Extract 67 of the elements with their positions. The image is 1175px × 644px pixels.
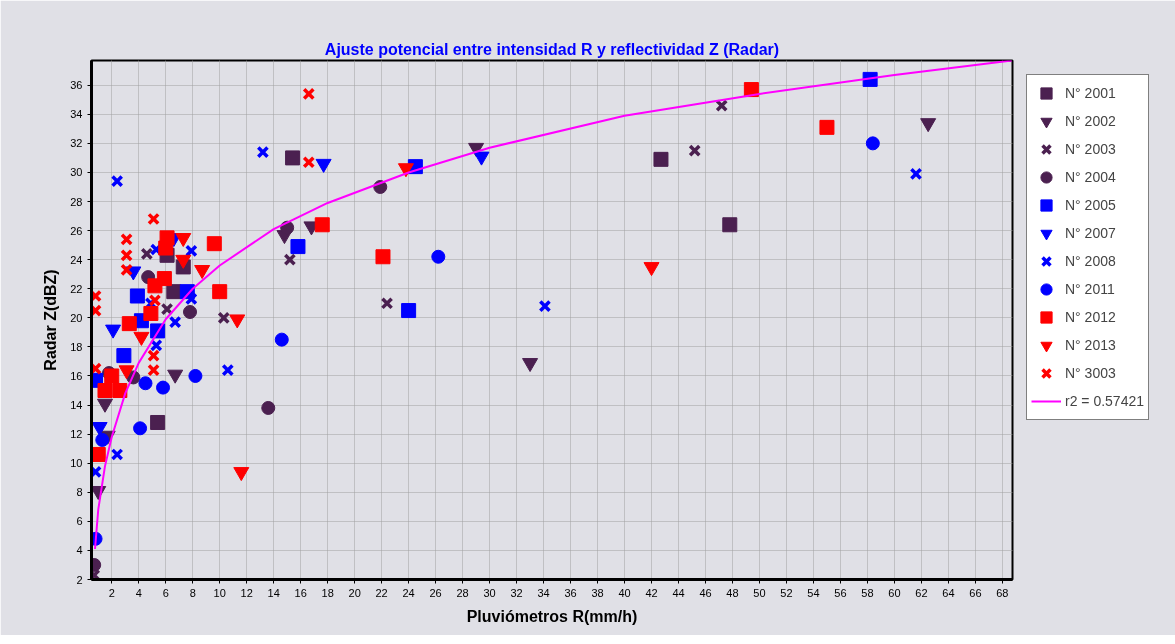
x-tick-label: 34 (537, 586, 550, 599)
x-tick-label: 64 (942, 586, 955, 599)
x-tick-label: 8 (189, 586, 196, 599)
y-tick-label: 14 (70, 399, 83, 412)
x-tick-label: 28 (456, 586, 469, 599)
x-tick-label: 26 (429, 586, 442, 599)
x-tick-label: 62 (915, 586, 928, 599)
y-tick-label: 34 (70, 108, 83, 121)
y-tick-label: 8 (76, 486, 83, 499)
chart-title: Ajuste potencial entre intensidad R y reflectividad Z (Radar) (324, 40, 780, 58)
x-tick-label: 18 (321, 586, 334, 599)
legend-label: N° 2008 (1065, 252, 1116, 271)
x-tick-label: 66 (969, 586, 982, 599)
legend-label: N° 2003 (1065, 140, 1116, 159)
y-tick-label: 36 (70, 79, 83, 92)
legend-label: N° 2011 (1065, 280, 1115, 299)
y-axis-title: Radar Z(dBZ) (42, 269, 60, 371)
y-tick-label: 22 (70, 282, 83, 295)
y-tick-label: 32 (70, 137, 83, 150)
x-tick-label: 54 (807, 586, 820, 599)
y-tick-label: 18 (70, 340, 83, 353)
y-tick-label: 4 (76, 544, 83, 557)
legend-label: N° 2001 (1065, 84, 1116, 103)
y-tick-label: 2 (76, 573, 83, 586)
x-tick-label: 36 (564, 586, 577, 599)
y-tick-label: 10 (70, 457, 83, 470)
x-tick-label: 6 (162, 586, 169, 599)
y-tick-label: 24 (70, 253, 83, 266)
y-tick-label: 12 (70, 428, 83, 441)
x-tick-label: 48 (726, 586, 739, 599)
x-tick-label: 10 (213, 586, 226, 599)
x-tick-label: 2 (108, 586, 115, 599)
x-tick-label: 32 (510, 586, 523, 599)
y-tick-label: 26 (70, 224, 83, 237)
x-tick-label: 50 (753, 586, 766, 599)
x-tick-label: 40 (618, 586, 631, 599)
legend-label: N° 2002 (1065, 112, 1116, 131)
x-tick-label: 30 (483, 586, 496, 599)
x-tick-label: 38 (591, 586, 604, 599)
legend-label: N° 2004 (1065, 168, 1116, 187)
x-tick-label: 56 (834, 586, 847, 599)
y-tick-label: 16 (70, 369, 83, 382)
x-tick-label: 14 (267, 586, 280, 599)
x-tick-label: 16 (294, 586, 307, 599)
x-tick-label: 46 (699, 586, 712, 599)
x-tick-label: 60 (888, 586, 901, 599)
x-tick-label: 24 (402, 586, 415, 599)
legend-label: r2 = 0.57421 (1065, 392, 1145, 411)
x-tick-label: 52 (780, 586, 793, 599)
x-tick-label: 58 (861, 586, 874, 599)
y-tick-label: 30 (70, 166, 83, 179)
x-axis-title: Pluviómetros R(mm/h) (466, 607, 638, 625)
y-tick-label: 28 (70, 195, 83, 208)
legend-label: N° 2005 (1065, 196, 1116, 215)
y-tick-label: 6 (76, 515, 83, 528)
y-tick-label: 20 (70, 311, 83, 324)
legend-label: N° 2007 (1065, 224, 1116, 243)
legend-label: N° 2013 (1065, 336, 1116, 355)
x-tick-label: 42 (645, 586, 658, 599)
x-tick-label: 68 (996, 586, 1009, 599)
x-tick-label: 12 (240, 586, 253, 599)
x-tick-label: 44 (672, 586, 685, 599)
x-tick-label: 20 (348, 586, 361, 599)
legend-label: N° 2012 (1065, 308, 1116, 327)
x-tick-label: 22 (375, 586, 388, 599)
x-tick-label: 4 (135, 586, 142, 599)
legend-label: N° 3003 (1065, 364, 1116, 383)
